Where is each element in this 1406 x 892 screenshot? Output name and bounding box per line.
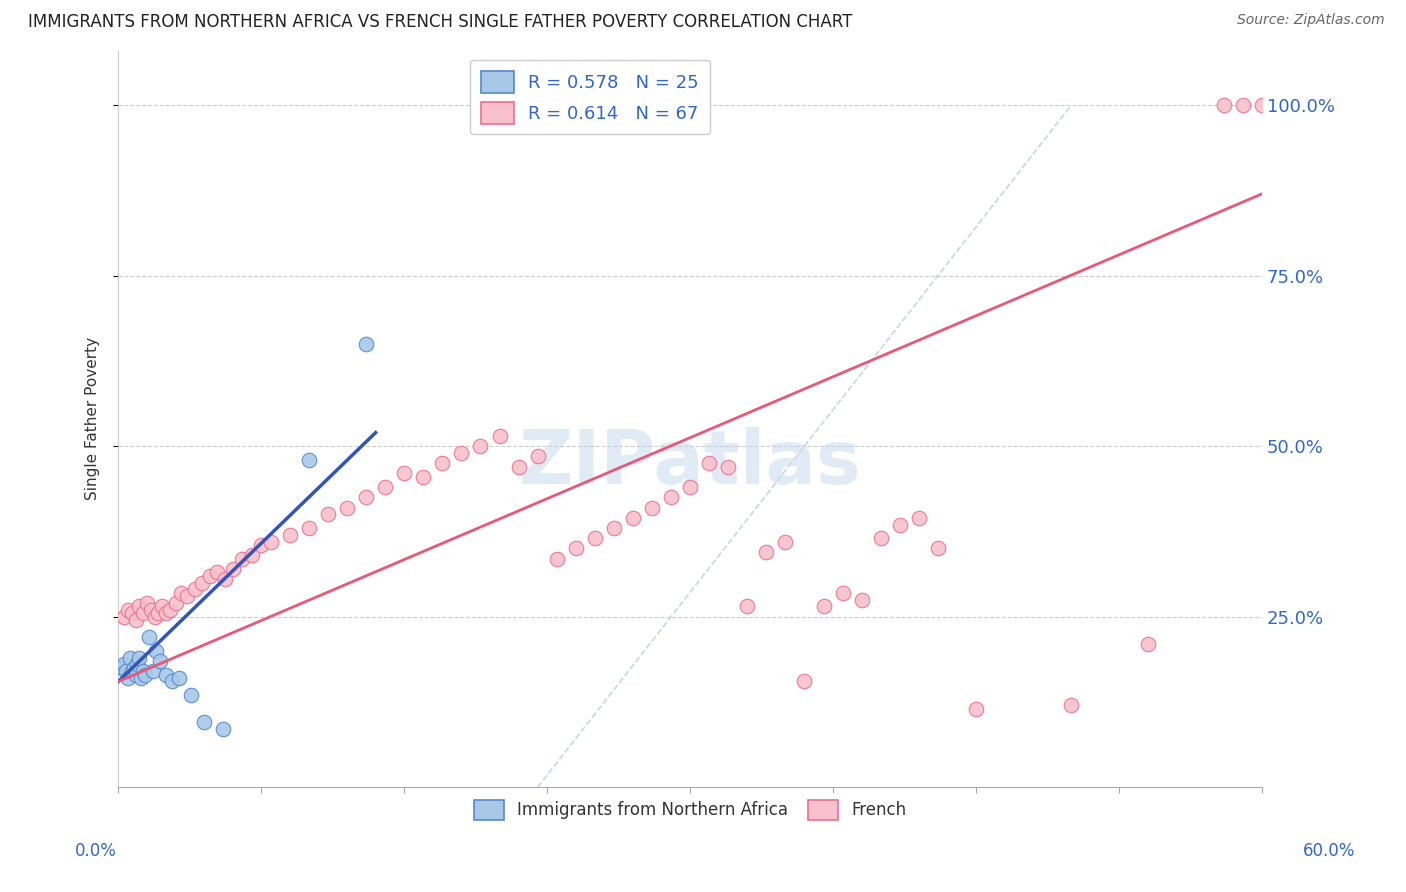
Point <box>124 667 146 681</box>
Point <box>111 661 134 675</box>
Point <box>124 613 146 627</box>
Point <box>697 456 720 470</box>
Point <box>621 510 644 524</box>
Point <box>965 702 987 716</box>
Point <box>212 722 235 736</box>
Text: ZIPatlas: ZIPatlas <box>519 426 862 500</box>
Point <box>508 459 530 474</box>
Point <box>170 586 193 600</box>
Point <box>1136 637 1159 651</box>
Point <box>869 531 891 545</box>
Point <box>374 480 396 494</box>
Point <box>122 661 145 675</box>
Point <box>150 599 173 614</box>
Point <box>165 596 187 610</box>
Point <box>127 657 149 672</box>
Point <box>298 453 321 467</box>
Point <box>139 603 162 617</box>
Point <box>231 551 253 566</box>
Text: 60.0%: 60.0% <box>1302 842 1355 860</box>
Point <box>717 459 740 474</box>
Point <box>128 599 150 614</box>
Point <box>298 521 321 535</box>
Point <box>603 521 626 535</box>
Point <box>412 470 434 484</box>
Point <box>143 609 166 624</box>
Point <box>316 508 339 522</box>
Point <box>526 450 548 464</box>
Y-axis label: Single Father Poverty: Single Father Poverty <box>86 337 100 500</box>
Point <box>889 517 911 532</box>
Point <box>155 667 177 681</box>
Point <box>121 665 143 679</box>
Point <box>183 582 205 597</box>
Point <box>354 491 377 505</box>
Point <box>260 534 283 549</box>
Point <box>755 545 778 559</box>
Point <box>641 500 664 515</box>
Point <box>1060 698 1083 713</box>
Point <box>160 674 183 689</box>
Point <box>737 599 759 614</box>
Point <box>831 586 853 600</box>
Point <box>813 599 835 614</box>
Point <box>112 609 135 624</box>
Point <box>132 665 155 679</box>
Point <box>336 500 359 515</box>
Point <box>117 603 139 617</box>
Point <box>134 667 156 681</box>
Text: Source: ZipAtlas.com: Source: ZipAtlas.com <box>1237 13 1385 28</box>
Point <box>432 456 454 470</box>
Point <box>136 596 159 610</box>
Point <box>214 572 236 586</box>
Point <box>142 665 165 679</box>
Point <box>1251 98 1274 112</box>
Point <box>112 657 135 672</box>
Point <box>1212 98 1234 112</box>
Point <box>176 589 198 603</box>
Point <box>159 603 181 617</box>
Point <box>193 715 215 730</box>
Point <box>793 674 815 689</box>
Point <box>148 607 170 621</box>
Point <box>222 562 245 576</box>
Point <box>851 592 873 607</box>
Point <box>240 549 263 563</box>
Point <box>278 528 301 542</box>
Point <box>169 671 191 685</box>
Point <box>118 650 141 665</box>
Point <box>583 531 606 545</box>
Point <box>470 439 492 453</box>
Point <box>149 654 172 668</box>
Point <box>132 607 155 621</box>
Point <box>191 575 214 590</box>
Point <box>128 650 150 665</box>
Point <box>207 566 229 580</box>
Point <box>354 337 377 351</box>
Point <box>250 538 273 552</box>
Point <box>129 671 152 685</box>
Point <box>775 534 797 549</box>
Text: 0.0%: 0.0% <box>75 842 117 860</box>
Point <box>145 644 167 658</box>
Point <box>138 630 160 644</box>
Point <box>546 551 568 566</box>
Legend: Immigrants from Northern Africa, French: Immigrants from Northern Africa, French <box>467 793 912 827</box>
Point <box>198 568 221 582</box>
Point <box>121 607 143 621</box>
Point <box>117 671 139 685</box>
Point <box>450 446 472 460</box>
Point <box>115 665 138 679</box>
Point <box>908 510 931 524</box>
Point <box>659 491 682 505</box>
Point <box>155 607 177 621</box>
Point <box>394 467 416 481</box>
Point <box>1232 98 1254 112</box>
Text: IMMIGRANTS FROM NORTHERN AFRICA VS FRENCH SINGLE FATHER POVERTY CORRELATION CHAR: IMMIGRANTS FROM NORTHERN AFRICA VS FRENC… <box>28 13 852 31</box>
Point <box>180 688 202 702</box>
Point <box>488 429 510 443</box>
Point <box>679 480 702 494</box>
Point <box>565 541 588 556</box>
Point <box>927 541 949 556</box>
